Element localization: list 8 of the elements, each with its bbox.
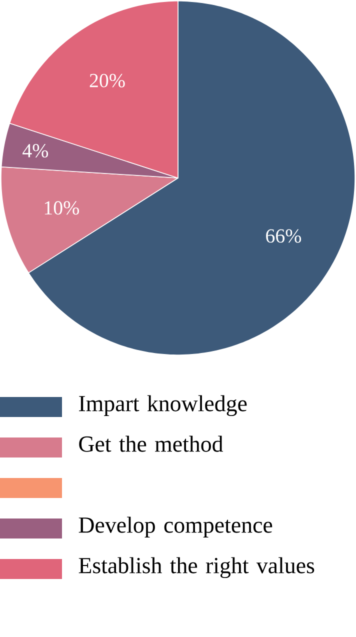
legend-label: Get the method <box>79 436 224 452</box>
data-label: 20% <box>90 74 125 88</box>
legend-label: Establish the right values <box>78 557 314 578</box>
data-label: 66% <box>266 229 302 243</box>
data-label: 10% <box>44 201 80 215</box>
legend-label: Impart knowledge <box>79 395 247 416</box>
data-label: 4% <box>22 144 48 158</box>
legend-label: Develop competence <box>78 516 272 538</box>
